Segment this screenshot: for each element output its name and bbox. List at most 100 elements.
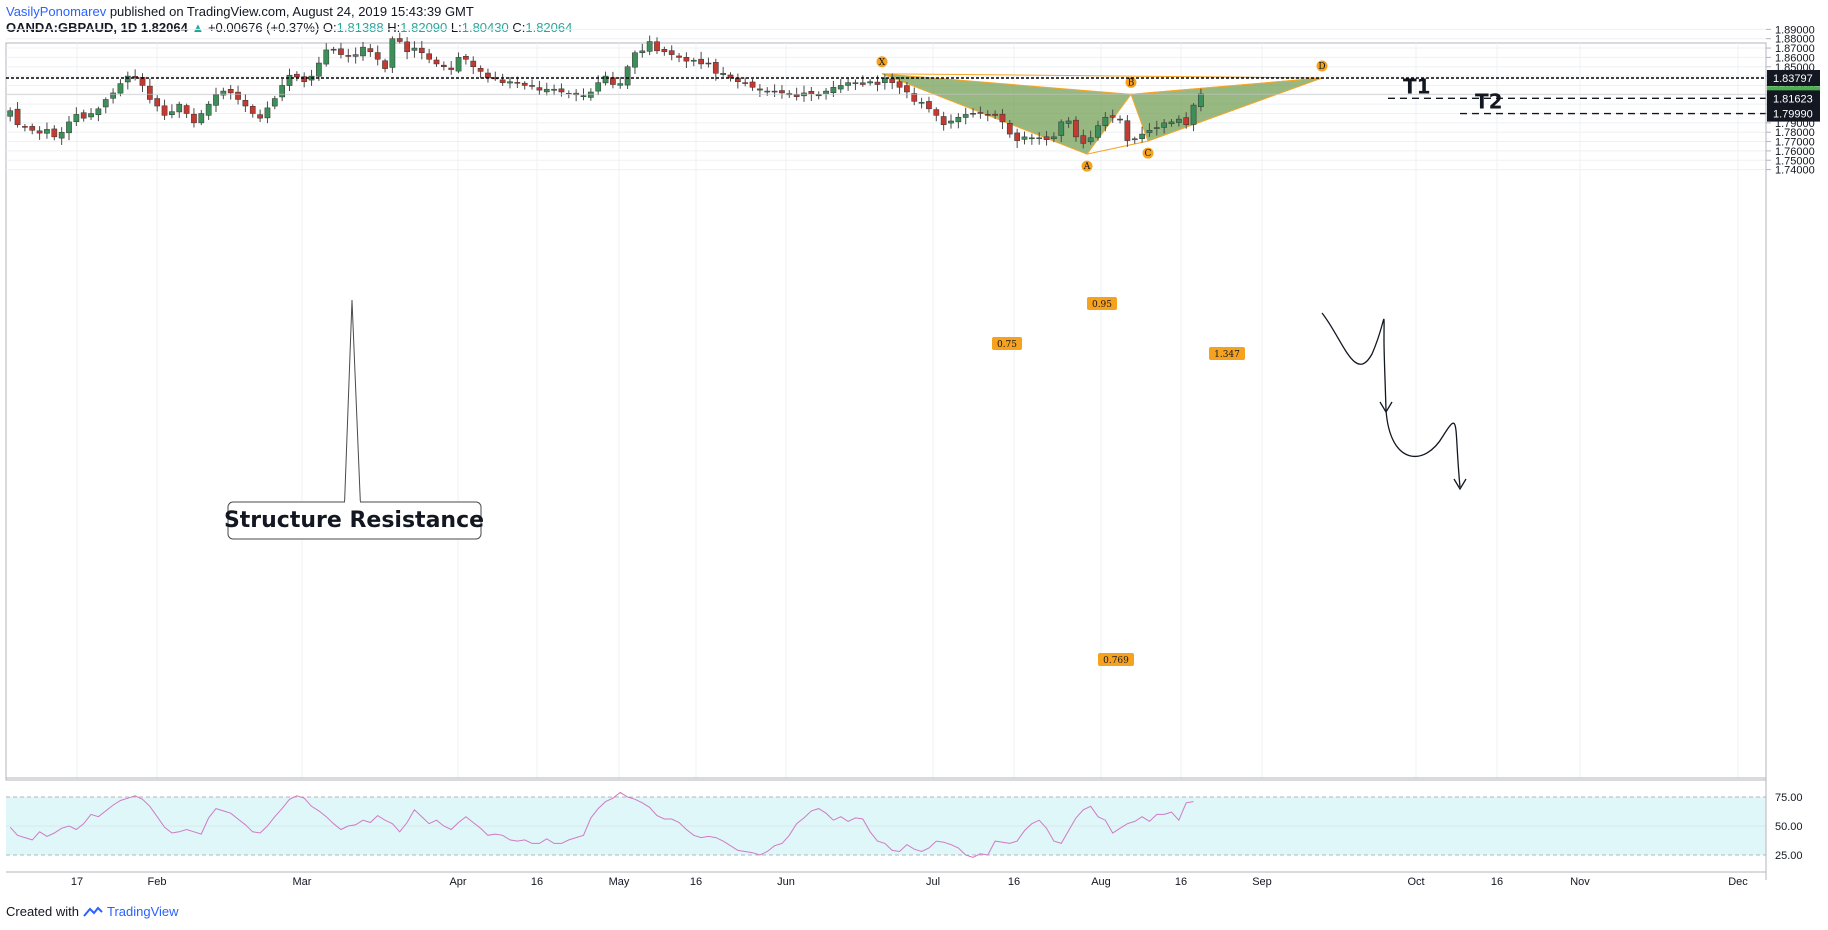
candle-body-down xyxy=(705,62,712,65)
price-tick-label: 1.74000 xyxy=(1775,165,1815,177)
candle xyxy=(235,85,241,105)
low-label: L: xyxy=(450,20,462,35)
candle-body-up xyxy=(389,38,396,68)
candle xyxy=(389,36,396,73)
price-label-bg xyxy=(1767,105,1820,122)
candle-body-down xyxy=(1073,119,1079,138)
candle-body-up xyxy=(110,92,116,99)
candle-body-up xyxy=(962,114,969,118)
price-tick-label: 1.75000 xyxy=(1775,155,1815,167)
candle-body-down xyxy=(654,41,660,52)
candle-body-up xyxy=(360,46,366,57)
candle-body-up xyxy=(1029,137,1035,140)
price-tick-label: 1.76000 xyxy=(1775,146,1815,158)
candle-body-up xyxy=(455,57,462,72)
price-label-bg xyxy=(1767,69,1820,86)
candle xyxy=(1036,132,1043,145)
ratio-label-bg xyxy=(1098,653,1134,666)
time-tick-label: Jul xyxy=(926,876,940,888)
author-link[interactable]: VasilyPonomarev xyxy=(6,4,107,19)
candle xyxy=(382,58,388,73)
candle xyxy=(727,72,734,82)
candle-body-up xyxy=(507,81,513,84)
candle-body-up xyxy=(830,87,837,94)
price-tick-label: 1.89000 xyxy=(1775,24,1815,36)
time-tick-label: 16 xyxy=(1008,876,1020,888)
published-text: published on TradingView.com, August 24,… xyxy=(109,4,474,19)
candle xyxy=(80,109,87,122)
open-label: O: xyxy=(322,20,337,35)
arrow-head-icon xyxy=(1379,401,1393,414)
candle-body-down xyxy=(80,112,87,119)
candle xyxy=(448,61,455,75)
candle xyxy=(433,56,440,67)
candle-body-down xyxy=(536,87,543,91)
candle-body-up xyxy=(1198,93,1204,107)
candle xyxy=(147,78,153,104)
candle xyxy=(1058,119,1065,143)
candle-body-up xyxy=(918,102,925,104)
candle-body-up xyxy=(646,41,653,52)
tradingview-logo-icon xyxy=(83,906,103,917)
pattern-line-bd xyxy=(1130,77,1323,95)
candle xyxy=(477,65,484,79)
candle xyxy=(345,48,352,63)
last-price: 1.82064 xyxy=(140,20,188,35)
time-tick-label: Nov xyxy=(1570,876,1590,888)
candle-body-up xyxy=(1139,133,1145,139)
candle-body-down xyxy=(242,100,249,107)
candle xyxy=(132,69,139,81)
candle-body-up xyxy=(823,90,829,95)
candle-body-up xyxy=(279,85,285,98)
price-axis[interactable]: 1.890001.880001.870001.860001.850001.840… xyxy=(1765,24,1820,880)
open-value: 1.81388 xyxy=(336,20,384,35)
candle-body-up xyxy=(323,49,330,65)
candle-body-down xyxy=(558,88,565,93)
candle-body-down xyxy=(757,88,763,91)
candle-body-down xyxy=(779,90,785,94)
time-tick-label: 16 xyxy=(690,876,702,888)
candle-body-up xyxy=(690,59,697,62)
candle-body-down xyxy=(661,49,668,53)
target-label: T2 xyxy=(1475,90,1503,114)
ratio-label: 0.95 xyxy=(1092,300,1112,310)
harmonic-pattern[interactable]: 0.95 0.75 1.347 0.769 xyxy=(881,73,1323,666)
candle xyxy=(1073,116,1079,142)
symbol-label[interactable]: OANDA:GBPAUD, 1D xyxy=(6,20,138,35)
candle-body-down xyxy=(418,47,425,53)
candle xyxy=(176,101,183,118)
candle-body-up xyxy=(617,83,624,86)
candle-body-down xyxy=(29,126,36,131)
candle xyxy=(1139,126,1145,143)
candle xyxy=(632,50,638,74)
candle-body-up xyxy=(1146,130,1153,133)
candle-body-up xyxy=(1153,127,1160,129)
tradingview-link[interactable]: TradingView xyxy=(106,904,179,919)
candle xyxy=(742,77,749,87)
candle xyxy=(536,80,543,96)
candle-body-up xyxy=(1131,138,1138,141)
pattern-point-label: A xyxy=(1083,162,1091,172)
candle-body-up xyxy=(44,129,50,134)
price-chart[interactable]: 0.95 0.75 1.347 0.769 X A B C D Structure Resist… xyxy=(0,0,1828,900)
candle xyxy=(683,52,690,69)
candles xyxy=(7,32,1204,149)
candle xyxy=(889,73,896,90)
candle-body-up xyxy=(95,108,102,115)
candle xyxy=(918,97,925,109)
time-tick-label: Mar xyxy=(293,876,312,888)
candle xyxy=(661,46,668,56)
candle-body-up xyxy=(352,54,359,57)
candle xyxy=(1087,130,1094,145)
candle-body-up xyxy=(543,88,550,93)
high-value: 1.82090 xyxy=(400,20,448,35)
candle-body-down xyxy=(147,85,153,100)
candle-body-up xyxy=(264,107,271,119)
time-axis[interactable]: 17 Feb Mar Apr 16 May 16 Jun Jul 16 Aug 16 Sep Oct 16 N… xyxy=(6,871,1766,888)
candle-body-down xyxy=(911,93,918,102)
candle-body-up xyxy=(316,62,322,77)
candle xyxy=(323,43,330,67)
price-label: 1.79990 xyxy=(1773,109,1813,121)
candle xyxy=(470,56,477,75)
candle xyxy=(551,84,557,96)
